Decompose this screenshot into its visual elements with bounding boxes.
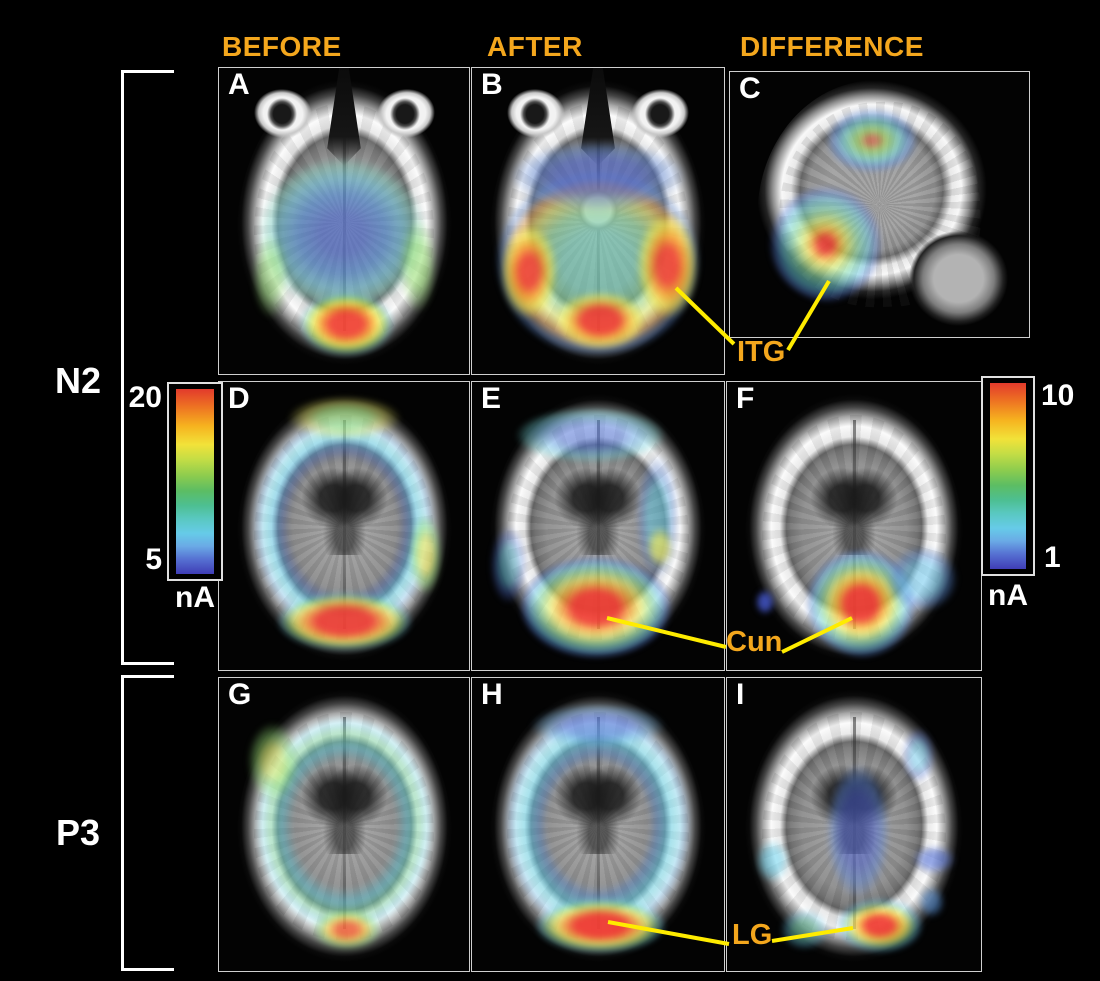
right-eye-icon <box>390 97 421 131</box>
annotation-lg: LG <box>732 919 773 951</box>
row-label-n2: N2 <box>54 360 102 401</box>
panel-i-difference-p3: I <box>726 677 982 972</box>
left-eye-icon <box>519 97 551 131</box>
left-eye-icon <box>266 97 297 131</box>
ventricles <box>805 456 903 555</box>
colorbar-gradient <box>176 389 214 574</box>
activation-blob <box>286 396 402 440</box>
activation-hotspot <box>311 909 382 951</box>
column-header-difference: DIFFERENCE <box>740 31 924 62</box>
n2-bracket-bottom-tick <box>121 662 174 665</box>
colorbar-n2 <box>167 382 223 581</box>
activation-hotspot <box>555 291 646 350</box>
activation-hotspot <box>635 211 699 319</box>
activation-blob <box>912 845 956 875</box>
activation-blob <box>887 546 959 613</box>
panel-letter: B <box>481 68 503 101</box>
column-header-before: BEFORE <box>222 31 342 62</box>
row-label-p3: P3 <box>55 812 101 853</box>
panel-letter: C <box>739 72 761 105</box>
activation-blob <box>529 704 667 749</box>
panel-letter: G <box>228 678 252 711</box>
panel-g-before-p3: G <box>218 677 470 972</box>
panel-letter: F <box>736 382 755 415</box>
colorbar-n2-unit: nA <box>175 581 215 614</box>
n2-bracket-line <box>121 70 124 665</box>
activation-blob <box>825 101 919 173</box>
activation-blob <box>780 909 829 951</box>
panel-letter: I <box>736 678 745 711</box>
ventricles <box>550 456 646 555</box>
activation-blob <box>251 233 289 319</box>
p3-bracket-line <box>121 675 124 971</box>
activation-blob <box>754 839 791 884</box>
n2-bracket-top-tick <box>121 70 174 73</box>
panel-letter: E <box>481 382 502 415</box>
activation-blob <box>754 589 776 616</box>
panel-c-difference-n2: C <box>729 71 1030 338</box>
activation-blob <box>399 217 437 313</box>
panel-e-after-n2: E <box>471 381 725 671</box>
panel-a-before-n2: A <box>218 67 470 375</box>
p3-bracket-top-tick <box>121 675 174 678</box>
colorbar-difference-unit: nA <box>988 579 1028 612</box>
panel-b-after-n2: B <box>471 67 725 375</box>
colorbar-difference-max: 10 <box>1041 379 1075 412</box>
activation-hotspot <box>768 170 919 303</box>
panel-d-before-n2: D <box>218 381 470 671</box>
activation-blob <box>509 141 687 212</box>
column-header-after: AFTER <box>487 31 583 62</box>
activation-hotspot <box>519 543 682 659</box>
activation-blob <box>514 407 667 463</box>
right-eye-icon <box>644 97 675 131</box>
activation-hotspot <box>535 897 667 954</box>
colorbar-n2-max: 20 <box>128 381 162 414</box>
activation-hotspot <box>276 592 412 653</box>
face-jaw-region <box>909 231 1009 327</box>
panel-h-after-p3: H <box>471 677 725 972</box>
annotation-itg: ITG <box>737 336 786 368</box>
colorbar-n2-min: 5 <box>145 543 162 576</box>
panel-letter: D <box>228 382 250 415</box>
activation-hotspot <box>299 285 394 356</box>
panel-f-difference-n2: F <box>726 381 982 671</box>
activation-blob <box>902 727 936 784</box>
p3-bracket-bottom-tick <box>121 968 174 971</box>
colorbar-difference-min: 1 <box>1044 541 1061 574</box>
panel-letter: A <box>228 68 250 101</box>
activation-blob <box>246 721 299 802</box>
annotation-cun: Cun <box>726 626 783 658</box>
activation-hotspot <box>499 224 558 319</box>
panel-letter: H <box>481 678 503 711</box>
colorbar-gradient <box>990 383 1026 569</box>
colorbar-difference <box>981 376 1035 576</box>
activation-blob <box>409 514 442 596</box>
activation-hotspot <box>836 891 933 954</box>
